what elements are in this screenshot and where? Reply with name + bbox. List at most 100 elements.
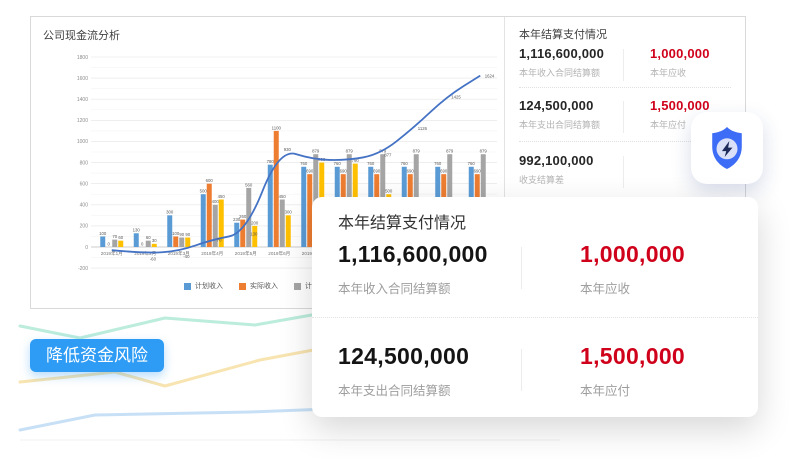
row-divider: [623, 156, 624, 188]
svg-text:130: 130: [250, 231, 258, 236]
expense-settlement-value: 124,500,000: [519, 98, 594, 113]
svg-text:400: 400: [212, 199, 220, 204]
legend-swatch: [294, 282, 301, 290]
svg-text:130: 130: [133, 228, 141, 233]
svg-text:500: 500: [385, 189, 393, 194]
popup-receivable-value: 1,000,000: [580, 241, 686, 267]
svg-text:70: 70: [112, 234, 117, 239]
svg-text:879: 879: [446, 149, 454, 154]
popup-income-label: 本年收入合同结算额: [338, 282, 451, 296]
svg-text:760: 760: [367, 161, 375, 166]
payable-value: 1,500,000: [650, 98, 710, 113]
svg-text:400: 400: [80, 203, 89, 209]
svg-text:70: 70: [217, 238, 222, 243]
svg-text:230: 230: [233, 217, 241, 222]
svg-text:-200: -200: [78, 266, 88, 272]
svg-text:90: 90: [185, 232, 190, 237]
settlement-popup: 本年结算支付情况 1,116,600,000 本年收入合同结算额 1,000,0…: [312, 197, 758, 417]
svg-text:260: 260: [239, 214, 247, 219]
svg-text:2019年3月: 2019年3月: [168, 250, 190, 257]
svg-text:760: 760: [434, 161, 442, 166]
svg-text:60: 60: [146, 235, 151, 240]
settlement-panel: 本年结算支付情况 1,116,600,000 本年收入合同结算额 1,000,0…: [505, 17, 745, 308]
balance-label: 收支结算差: [519, 175, 565, 185]
svg-text:2019年5月: 2019年5月: [235, 250, 257, 257]
svg-text:760: 760: [300, 161, 308, 166]
income-settlement-label: 本年收入合同结算额: [519, 68, 601, 78]
svg-text:1600: 1600: [77, 76, 88, 82]
svg-text:500: 500: [200, 189, 208, 194]
legend-swatch: [184, 282, 191, 290]
legend-item: 计划收入: [184, 281, 223, 291]
popup-payable-label: 本年应付: [580, 384, 631, 398]
svg-text:600: 600: [80, 181, 89, 187]
dotted-divider: [519, 141, 731, 142]
card-divider: [504, 17, 505, 308]
svg-text:800: 800: [80, 160, 89, 166]
svg-text:690: 690: [474, 169, 482, 174]
legend-swatch: [239, 282, 246, 290]
shield-bolt-icon: [712, 127, 742, 169]
svg-text:-60: -60: [150, 256, 157, 261]
legend-item: 实际收入: [239, 281, 278, 291]
row-divider: [623, 101, 624, 133]
svg-text:1800: 1800: [77, 55, 88, 61]
svg-text:1200: 1200: [77, 118, 88, 124]
settlement-panel-title: 本年结算支付情况: [519, 29, 607, 41]
svg-text:100: 100: [172, 231, 180, 236]
svg-text:879: 879: [480, 149, 488, 154]
svg-text:200: 200: [251, 220, 259, 225]
popup-row: 1,116,600,000 本年收入合同结算额 1,000,000 本年应收: [312, 241, 758, 333]
svg-text:879: 879: [312, 149, 320, 154]
popup-receivable-label: 本年应收: [580, 282, 631, 296]
popup-income-value: 1,116,600,000: [338, 241, 488, 267]
svg-text:-40: -40: [183, 254, 190, 259]
svg-text:879: 879: [346, 149, 354, 154]
chart-title: 公司现金流分析: [43, 30, 120, 42]
dashed-divider: [312, 317, 758, 318]
row-divider: [521, 247, 522, 289]
popup-title: 本年结算支付情况: [338, 215, 467, 232]
income-settlement-value: 1,116,600,000: [519, 46, 605, 61]
svg-text:60: 60: [118, 235, 123, 240]
svg-text:930: 930: [284, 147, 292, 152]
svg-text:1000: 1000: [77, 139, 88, 145]
popup-payable-value: 1,500,000: [580, 343, 686, 369]
svg-text:690: 690: [373, 169, 381, 174]
svg-text:2019年6月: 2019年6月: [268, 250, 290, 257]
dotted-divider: [519, 87, 731, 88]
svg-text:0: 0: [141, 241, 144, 246]
svg-text:2019年2月: 2019年2月: [134, 250, 156, 257]
svg-text:879: 879: [413, 149, 421, 154]
svg-text:300: 300: [285, 210, 293, 215]
svg-text:600: 600: [206, 178, 214, 183]
svg-text:690: 690: [407, 169, 415, 174]
receivable-value: 1,000,000: [650, 46, 710, 61]
row-divider: [623, 49, 624, 81]
svg-text:780: 780: [267, 159, 275, 164]
svg-text:760: 760: [401, 161, 409, 166]
svg-text:1126: 1126: [418, 126, 428, 131]
svg-text:1425: 1425: [451, 95, 461, 100]
security-shield-button[interactable]: [691, 112, 763, 184]
svg-text:690: 690: [440, 169, 448, 174]
svg-text:790: 790: [352, 158, 360, 163]
svg-text:1400: 1400: [77, 97, 88, 103]
svg-text:30: 30: [152, 238, 157, 243]
popup-row: 124,500,000 本年支出合同结算额 1,500,000 本年应付: [312, 343, 758, 435]
popup-expense-value: 124,500,000: [338, 343, 470, 369]
svg-text:760: 760: [468, 161, 476, 166]
svg-text:450: 450: [218, 194, 226, 199]
risk-reduction-badge[interactable]: 降低资金风险: [30, 339, 164, 372]
svg-text:760: 760: [334, 161, 342, 166]
svg-text:1100: 1100: [272, 125, 282, 130]
svg-text:0: 0: [85, 245, 88, 251]
svg-text:690: 690: [340, 169, 348, 174]
svg-text:90: 90: [179, 232, 184, 237]
balance-value: 992,100,000: [519, 153, 594, 168]
svg-text:690: 690: [306, 169, 314, 174]
receivable-label: 本年应收: [650, 68, 687, 78]
svg-text:877: 877: [384, 152, 392, 157]
expense-settlement-label: 本年支出合同结算额: [519, 120, 601, 130]
